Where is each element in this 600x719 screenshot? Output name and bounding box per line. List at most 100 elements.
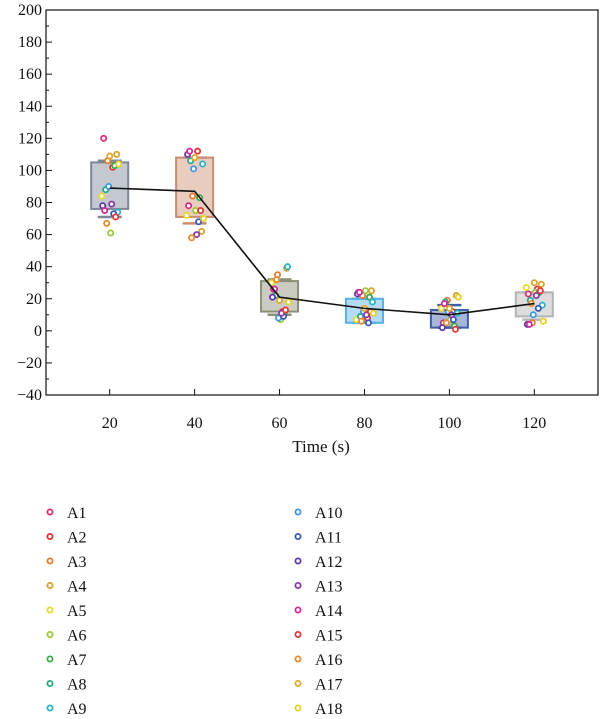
legend-entry-A14: A14 <box>294 603 343 620</box>
y-tick-label: 200 <box>18 2 42 19</box>
legend-entry-A7: A7 <box>46 652 87 669</box>
legend-entry-A6: A6 <box>46 628 87 645</box>
legend-label: A8 <box>67 677 87 694</box>
data-point-A16 <box>103 219 111 227</box>
y-tick-label: 20 <box>26 291 42 308</box>
data-point-A18 <box>539 317 547 325</box>
legend-entry-A17: A17 <box>294 677 343 694</box>
legend-marker <box>46 533 54 541</box>
data-point-A18 <box>369 309 377 317</box>
data-point-A2 <box>194 147 202 155</box>
y-axis: −40 −20 0 20 40 60 80 100 120 140 160 180 200 <box>17 2 52 404</box>
data-point-A11 <box>195 218 203 226</box>
data-point-A1 <box>185 202 193 210</box>
data-point-A15 <box>282 306 290 314</box>
data-point-A14 <box>525 320 533 328</box>
data-point-A6 <box>107 229 115 237</box>
legend-marker <box>46 557 54 565</box>
data-point-A12 <box>438 324 446 332</box>
legend-label: A18 <box>315 701 343 718</box>
legend-label: A10 <box>315 505 343 522</box>
data-point-A18 <box>115 160 123 168</box>
x-axis: 20 40 60 80 100 120 <box>102 389 546 432</box>
data-point-A5 <box>98 192 106 200</box>
data-point-A16 <box>357 317 365 325</box>
legend-label: A7 <box>67 652 87 669</box>
axes-layer: −40 −20 0 20 40 60 80 100 120 140 160 180 200 20 40 60 8… <box>17 2 599 432</box>
legend-marker <box>294 680 302 688</box>
x-tick-label: 120 <box>522 415 546 432</box>
x-tick-label: 20 <box>102 415 118 432</box>
data-point-A13 <box>108 200 116 208</box>
legend-label: A2 <box>67 530 87 547</box>
y-tick-label: 40 <box>26 259 42 276</box>
data-point-A15 <box>112 213 120 221</box>
data-point-A17 <box>445 304 453 312</box>
y-tick-label: 0 <box>34 323 42 340</box>
data-point-A4 <box>113 150 121 158</box>
legend-marker <box>46 508 54 516</box>
legend-entry-A11: A11 <box>294 530 342 547</box>
legend-label: A13 <box>315 579 343 596</box>
legend-entry-A16: A16 <box>294 652 343 669</box>
legend-entry-A13: A13 <box>294 579 343 596</box>
data-point-A10 <box>529 311 537 319</box>
legend-marker <box>294 704 302 712</box>
legend-entry-A18: A18 <box>294 701 343 718</box>
legend-entry-A12: A12 <box>294 554 343 571</box>
data-point-A11 <box>364 319 372 327</box>
data-point-A18 <box>285 298 293 306</box>
legend-marker <box>294 655 302 663</box>
legend-marker <box>294 582 302 590</box>
legend-entry-A4: A4 <box>46 579 87 596</box>
legend-entry-A3: A3 <box>46 554 87 571</box>
legend-entry-A9: A9 <box>46 701 87 718</box>
data-point-A4 <box>198 227 206 235</box>
y-tick-label: 140 <box>18 98 42 115</box>
legend-label: A12 <box>315 554 343 571</box>
legend-entry-A15: A15 <box>294 628 343 645</box>
data-point-A4 <box>367 287 375 295</box>
data-point-A4 <box>537 280 545 288</box>
legend-marker <box>46 606 54 614</box>
legend-label: A16 <box>315 652 343 669</box>
legend-label: A11 <box>315 530 342 547</box>
y-tick-label: 120 <box>18 130 42 147</box>
y-tick-label: 60 <box>26 227 42 244</box>
legend-marker <box>294 533 302 541</box>
legend-marker <box>46 680 54 688</box>
y-tick-label: 160 <box>18 66 42 83</box>
data-point-A10 <box>190 165 198 173</box>
legend: A1 A2 A3 A4 A5 A6 A7 A8 A9 A10 A11 A12 A13 A14 A15 A16 A… <box>46 505 343 718</box>
data-point-A1 <box>100 134 108 142</box>
data-point-A16 <box>188 234 196 242</box>
x-tick-label: 80 <box>356 415 372 432</box>
legend-entry-A10: A10 <box>294 505 343 522</box>
data-point-A9 <box>368 298 376 306</box>
legend-marker <box>294 557 302 565</box>
legend-marker <box>46 704 54 712</box>
legend-label: A5 <box>67 603 87 620</box>
data-point-A5 <box>522 284 530 292</box>
legend-label: A17 <box>315 677 343 694</box>
data-point-A5 <box>437 304 445 312</box>
data-point-A16 <box>442 319 450 327</box>
legend-entry-A5: A5 <box>46 603 87 620</box>
legend-label: A9 <box>67 701 87 718</box>
x-tick-label: 40 <box>187 415 203 432</box>
data-point-A17 <box>530 279 538 287</box>
data-point-A6 <box>361 287 369 295</box>
data-point-A15 <box>536 287 544 295</box>
data-point-A3 <box>189 192 197 200</box>
legend-label: A15 <box>315 628 343 645</box>
data-point-A17 <box>106 152 114 160</box>
legend-marker <box>294 606 302 614</box>
legend-marker <box>46 631 54 639</box>
data-point-A14 <box>186 147 194 155</box>
data-point-A18 <box>200 215 208 223</box>
legend-marker <box>46 655 54 663</box>
x-axis-title: Time (s) <box>292 437 349 456</box>
mean-line <box>109 187 535 316</box>
y-tick-label: −40 <box>17 387 42 404</box>
